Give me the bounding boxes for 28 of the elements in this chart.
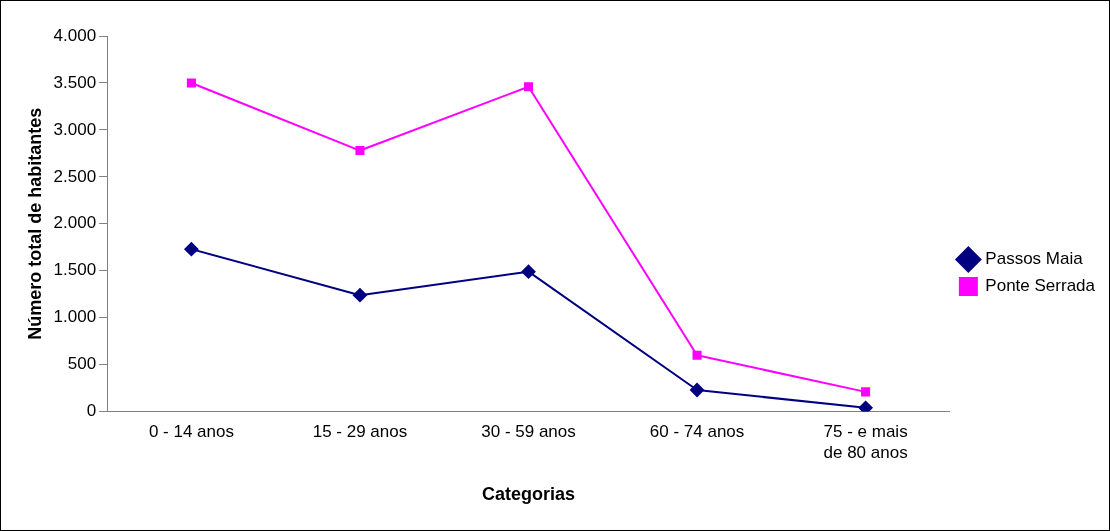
y-tick-label: 500	[67, 354, 97, 374]
y-tick-label: 4.000	[53, 25, 97, 45]
point	[184, 242, 199, 257]
point	[355, 146, 365, 156]
point	[858, 400, 873, 412]
y-tick-label: 2.500	[53, 166, 97, 186]
x-tick-label: 15 - 29 anos	[312, 422, 408, 442]
point	[692, 350, 702, 360]
y-tick-label: 1.000	[53, 307, 97, 327]
y-tick-label: 2.000	[53, 213, 97, 233]
legend-label: Passos Maia	[985, 249, 1084, 269]
point	[690, 383, 705, 397]
point	[521, 264, 536, 279]
point	[352, 288, 367, 303]
y-tick-label: 1.500	[53, 260, 97, 280]
y-axis-title: Número total de habitantes	[24, 107, 45, 340]
y-tick-label: 3.500	[53, 72, 97, 92]
y-tick-label: 0	[86, 401, 97, 421]
x-tick-label: 30 - 59 anos	[481, 422, 576, 442]
x-axis-title: Categorias	[481, 484, 576, 505]
x-tick-label: 0 - 14 anos	[148, 422, 234, 442]
legend-label: Ponte Serrada	[985, 276, 1096, 296]
point	[861, 387, 871, 397]
point	[523, 82, 534, 92]
point	[186, 78, 196, 88]
y-tick-label: 3.000	[53, 119, 97, 139]
x-tick-label: 75 - e mais de 80 anos	[823, 422, 908, 462]
x-tick-label: 60 - 74 anos	[649, 422, 745, 442]
